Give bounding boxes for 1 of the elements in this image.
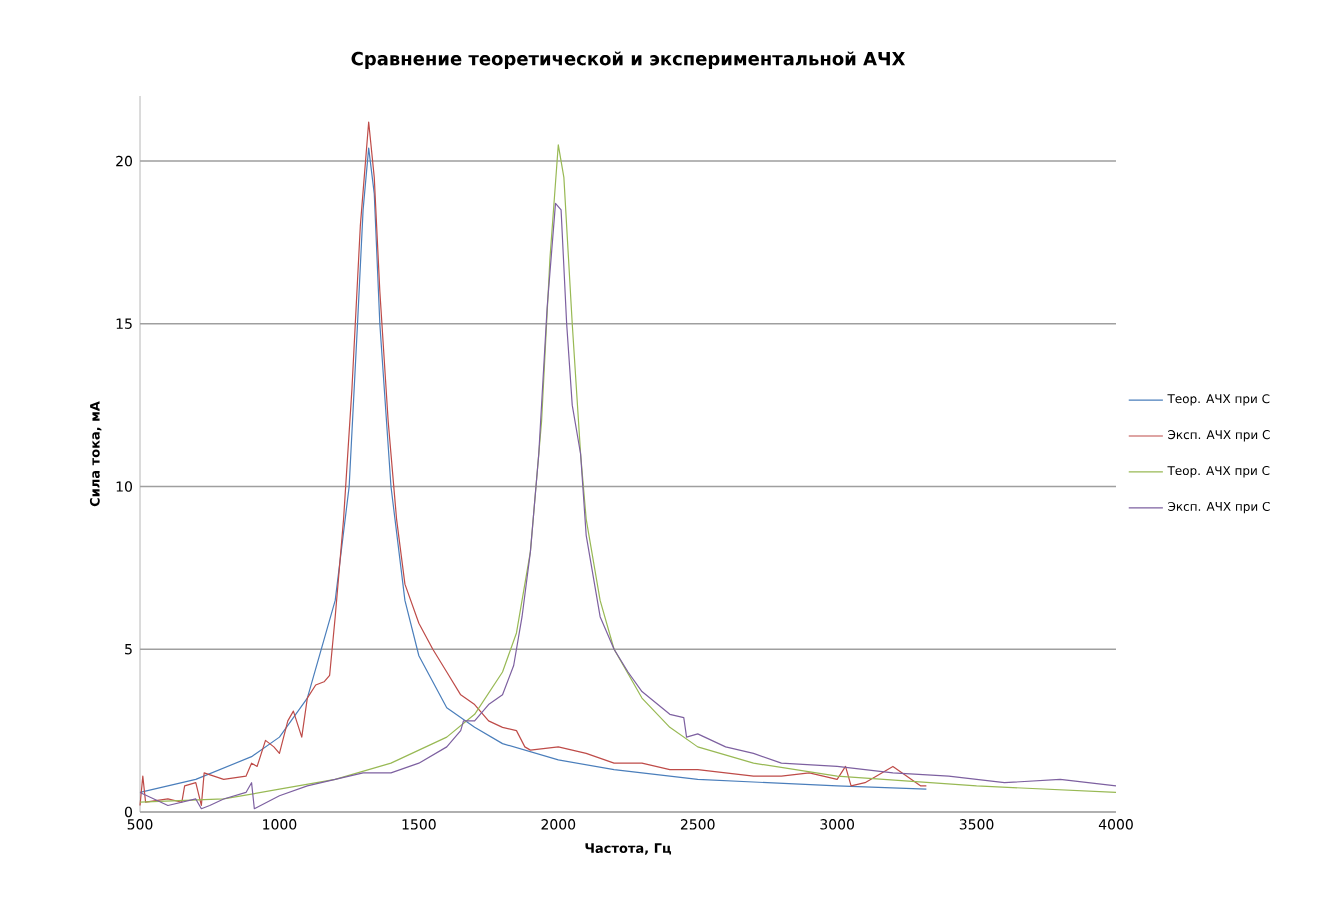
chart-title: Сравнение теоретической и экспериментальной АЧХ [351, 51, 906, 69]
